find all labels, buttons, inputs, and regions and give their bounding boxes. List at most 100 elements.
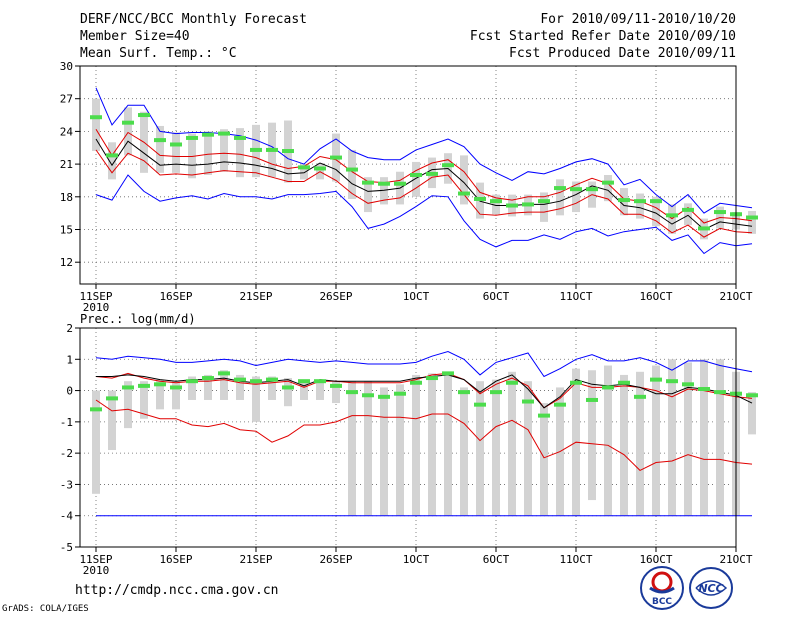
temp-median-mark	[410, 173, 422, 177]
prec-range-box	[156, 379, 164, 410]
temp-median-mark	[570, 187, 582, 192]
temp-range-box	[684, 203, 692, 226]
temp-median-mark	[506, 203, 518, 208]
temp-median-mark	[170, 142, 182, 147]
prec-range-box	[460, 387, 468, 516]
temp-median-mark	[426, 171, 438, 176]
ncc-logo-text: NCC	[698, 582, 723, 595]
prec-year-label: 2010	[83, 564, 110, 577]
prec-median-mark	[346, 390, 358, 395]
prec-max-line	[95, 350, 753, 378]
prec-range-box	[428, 373, 436, 516]
prec-median-mark	[602, 385, 614, 390]
prec-range-box	[476, 381, 484, 516]
prec-median-mark	[506, 380, 518, 385]
prec-range-box	[348, 381, 356, 516]
temp-range-box	[204, 131, 212, 175]
prec-median-mark	[330, 383, 342, 388]
prec-median-mark	[490, 390, 502, 395]
temp-range-box	[748, 210, 756, 234]
prec-median-mark	[298, 379, 310, 384]
source-url[interactable]: http://cmdp.ncc.cma.gov.cn	[75, 583, 279, 598]
prec-range-box	[316, 379, 324, 400]
prec-xtick-label: 11SEP	[79, 553, 112, 566]
temp-ytick-label: 21	[60, 158, 73, 171]
prec-median-mark	[570, 380, 582, 385]
forecast-period: For 2010/09/11-2010/10/20	[540, 12, 736, 27]
prec-range-box	[92, 390, 100, 494]
prec-range-box	[620, 374, 628, 516]
temp-median-mark	[122, 120, 134, 125]
temp-median-mark	[602, 180, 614, 185]
temp-range-box	[572, 181, 580, 213]
prec-range-box	[268, 376, 276, 400]
prec-median-mark	[474, 402, 486, 407]
ncc-logo: NCC	[689, 567, 733, 609]
prec-range-box	[652, 365, 660, 516]
temp-ytick-label: 24	[60, 125, 74, 138]
prec-xtick-label: 21OCT	[719, 553, 752, 566]
temp-median-mark	[90, 115, 102, 120]
grads-credit: GrADS: COLA/IGES	[2, 604, 89, 614]
prec-ytick-label: -2	[60, 447, 73, 460]
temp-median-mark	[154, 138, 166, 143]
prec-median-mark	[122, 385, 134, 390]
prec-xtick-label: 16OCT	[639, 553, 672, 566]
temp-ytick-label: 12	[60, 256, 73, 269]
temp-median-mark	[554, 186, 566, 191]
prec-xtick-label: 21SEP	[239, 553, 272, 566]
prec-ytick-label: -4	[60, 510, 74, 523]
prec-ytick-label: -3	[60, 478, 73, 491]
temp-xtick-label: 1OCT	[403, 290, 430, 303]
temp-min-line	[95, 174, 753, 255]
temp-range-box	[380, 177, 388, 205]
temp-range-box	[364, 177, 372, 213]
temp-range-box	[108, 142, 116, 180]
prec-ytick-label: -1	[60, 416, 73, 429]
temp-range-box	[124, 107, 132, 156]
prec-range-box	[492, 379, 500, 516]
temp-median-mark	[234, 135, 246, 140]
temp-max-line	[95, 87, 753, 214]
temp-range-box	[348, 149, 356, 199]
prec-median-mark	[698, 387, 710, 392]
temp-median-mark	[378, 181, 390, 186]
temp-median-mark	[698, 226, 710, 231]
temp-xtick-label: 16OCT	[639, 290, 672, 303]
temp-median-mark	[218, 131, 230, 136]
temp-variable-label: Mean Surf. Temp.: °C	[80, 46, 237, 61]
prec-range-box	[188, 376, 196, 400]
chart-title: DERF/NCC/BCC Monthly Forecast	[80, 12, 307, 27]
temp-median-mark	[138, 113, 150, 118]
prec-ytick-label: 1	[66, 353, 73, 366]
prec-median-mark	[218, 371, 230, 376]
temp-xtick-label: 11OCT	[559, 290, 592, 303]
prec-range-box	[172, 381, 180, 410]
temp-range-box	[540, 192, 548, 222]
prec-range-box	[412, 374, 420, 516]
prec-range-box	[444, 371, 452, 516]
prec-median-mark	[442, 371, 454, 376]
temp-range-box	[220, 129, 228, 172]
prec-median-mark	[538, 413, 550, 418]
temp-ytick-label: 27	[60, 93, 73, 106]
prec-range-box	[396, 384, 404, 516]
forecast-started-date: Fcst Started Refer Date 2010/09/10	[469, 29, 736, 44]
prec-range-box	[140, 381, 148, 419]
temp-median-mark	[362, 180, 374, 185]
temp-range-box	[604, 175, 612, 202]
temp-median-mark	[394, 181, 406, 186]
temp-median-mark	[314, 166, 326, 171]
temp-range-box	[156, 125, 164, 173]
prec-ytick-label: -5	[60, 541, 73, 554]
temp-median-mark	[538, 199, 550, 204]
prec-range-box	[700, 359, 708, 516]
temp-ytick-label: 15	[60, 224, 73, 237]
prec-median-mark	[746, 393, 758, 398]
prec-range-box	[364, 381, 372, 516]
temp-plot-frame	[79, 65, 737, 285]
prec-range-box	[252, 376, 260, 422]
prec-median-mark	[586, 397, 598, 402]
prec-range-box	[332, 381, 340, 404]
